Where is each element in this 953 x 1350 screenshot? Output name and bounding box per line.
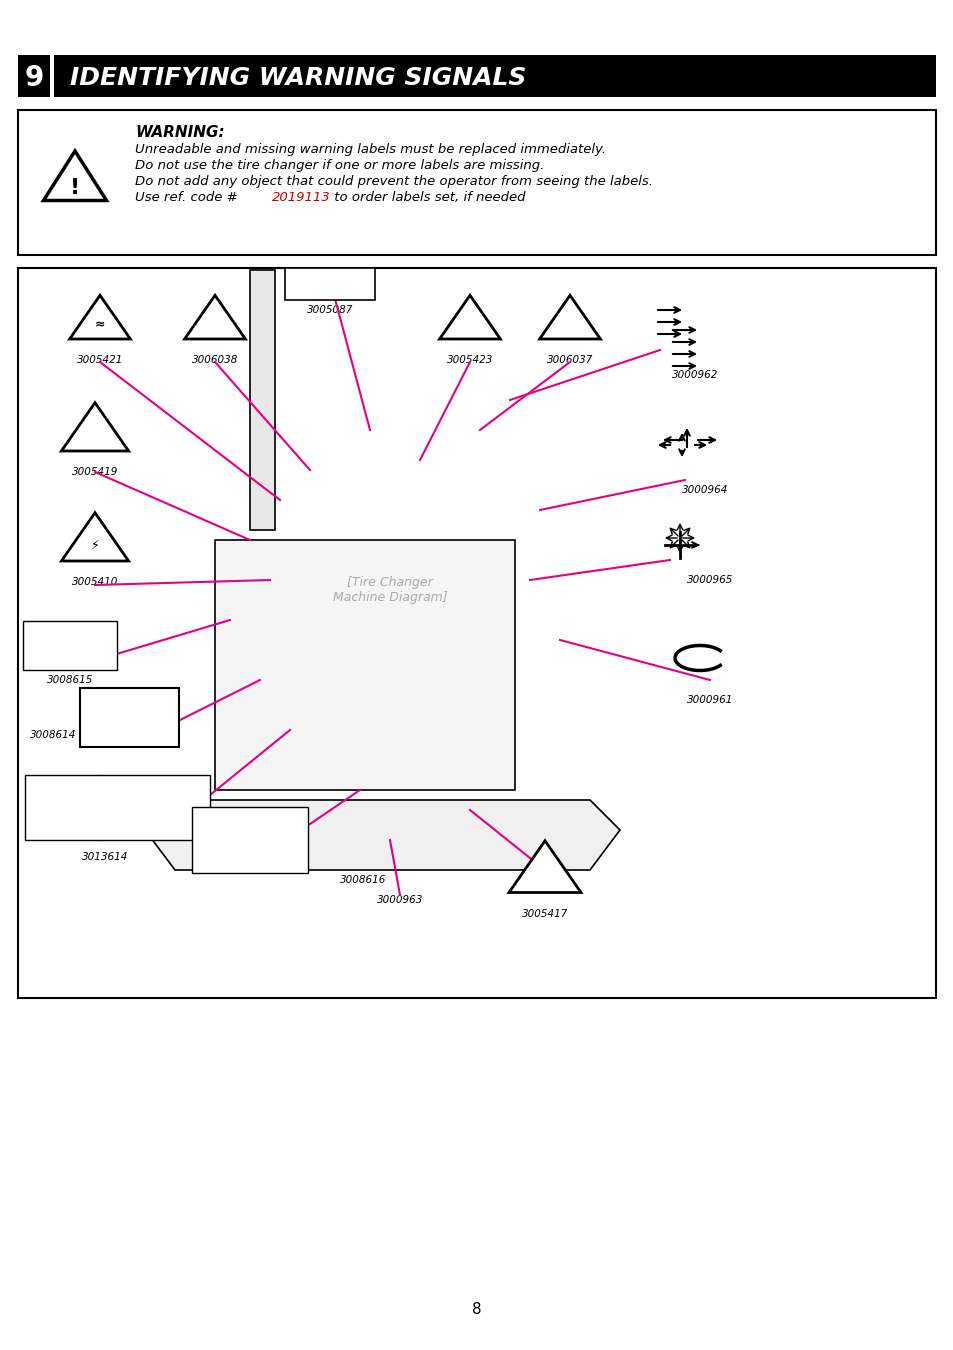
Bar <box>18 55 935 97</box>
Polygon shape <box>70 296 131 339</box>
FancyBboxPatch shape <box>25 775 210 840</box>
Bar <box>214 540 515 790</box>
Text: 2019113: 2019113 <box>272 190 331 204</box>
Text: (1885 psi): (1885 psi) <box>102 734 158 745</box>
Text: 3013614: 3013614 <box>82 852 128 863</box>
Text: 130 bar: 130 bar <box>105 802 145 811</box>
Text: EP-320: EP-320 <box>48 649 82 659</box>
Text: Use ref. code #: Use ref. code # <box>135 190 242 204</box>
Polygon shape <box>44 151 107 201</box>
Text: 3005087: 3005087 <box>307 305 353 315</box>
Bar <box>250 270 274 531</box>
Text: Do not add any object that could prevent the operator from seeing the labels.: Do not add any object that could prevent… <box>135 176 652 188</box>
Text: Max Press.: Max Press. <box>30 802 86 811</box>
Text: OIL: OIL <box>57 625 73 634</box>
Text: to order labels set, if needed: to order labels set, if needed <box>330 190 525 204</box>
Text: ESSO SPARTAN: ESSO SPARTAN <box>29 637 101 647</box>
Text: 3000963: 3000963 <box>376 895 423 905</box>
Text: 3006038: 3006038 <box>192 355 238 364</box>
Text: 3000965: 3000965 <box>686 575 733 585</box>
Text: 8 l.: 8 l. <box>105 821 121 832</box>
Polygon shape <box>145 801 619 869</box>
Polygon shape <box>439 296 500 339</box>
Text: 130 bar: 130 bar <box>105 720 155 733</box>
Text: OIL
ESSO SPARTAN
EP-320: OIL ESSO SPARTAN EP-320 <box>31 625 109 659</box>
Text: 3000964: 3000964 <box>681 485 727 495</box>
Text: 3005410: 3005410 <box>71 578 118 587</box>
FancyBboxPatch shape <box>80 688 179 747</box>
Text: Do not use the tire changer if one or more labels are missing.: Do not use the tire changer if one or mo… <box>135 159 544 171</box>
Text: !: ! <box>70 178 80 198</box>
Polygon shape <box>509 841 580 892</box>
Text: OIL
AGIP OSO
46: OIL AGIP OSO 46 <box>219 828 280 871</box>
Text: Capacity: Capacity <box>30 821 75 832</box>
Text: Unreadable and missing warning labels must be replaced immediately.: Unreadable and missing warning labels mu… <box>135 143 605 157</box>
FancyBboxPatch shape <box>18 109 935 255</box>
Text: 3000961: 3000961 <box>686 695 733 705</box>
Polygon shape <box>185 296 245 339</box>
Text: 3008614: 3008614 <box>30 730 76 740</box>
Text: 3005417: 3005417 <box>521 909 568 919</box>
Text: 3005423: 3005423 <box>446 355 493 364</box>
FancyBboxPatch shape <box>192 807 308 873</box>
Text: 3006037: 3006037 <box>546 355 593 364</box>
Bar <box>50 55 54 97</box>
Text: WARNING:: WARNING: <box>135 126 224 140</box>
Text: 9: 9 <box>25 63 44 92</box>
FancyBboxPatch shape <box>23 621 117 670</box>
Text: Flow: Flow <box>30 783 53 792</box>
FancyBboxPatch shape <box>285 269 375 300</box>
Text: 5,6 l./ min.: 5,6 l./ min. <box>105 783 161 792</box>
Text: 8: 8 <box>472 1303 481 1318</box>
Text: [Tire Changer
Machine Diagram]: [Tire Changer Machine Diagram] <box>333 576 447 603</box>
Bar <box>18 269 935 998</box>
Text: ≈: ≈ <box>94 319 105 332</box>
Text: 3005419: 3005419 <box>71 467 118 477</box>
Text: 3005421: 3005421 <box>77 355 123 364</box>
Text: ⚡: ⚡ <box>91 539 99 552</box>
Text: 3000962: 3000962 <box>671 370 718 379</box>
Text: IDENTIFYING WARNING SIGNALS: IDENTIFYING WARNING SIGNALS <box>70 66 526 90</box>
Polygon shape <box>61 513 129 562</box>
Text: 3008615: 3008615 <box>47 675 93 684</box>
Polygon shape <box>61 402 129 451</box>
Text: MAX.: MAX. <box>112 705 147 718</box>
Polygon shape <box>539 296 599 339</box>
Text: 3008616: 3008616 <box>339 875 386 886</box>
